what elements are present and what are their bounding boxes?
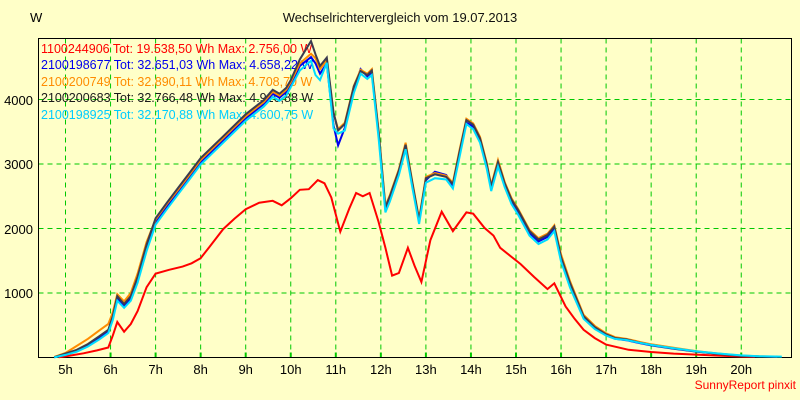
series-line-2100198925	[53, 59, 782, 359]
x-tick-label-20h: 20h	[730, 362, 753, 377]
x-tick-label-6h: 6h	[103, 362, 118, 377]
y-tick-label-4000: 4000	[4, 92, 33, 108]
y-tick-label-3000: 3000	[4, 157, 33, 172]
legend-row-2100198677: 2100198677 Tot: 32.651,03 Wh Max: 4.658,…	[41, 58, 314, 73]
legend-row-1100244906: 1100244906 Tot: 19.538,50 Wh Max: 2.756,…	[41, 42, 313, 56]
x-tick-label-13h: 13h	[415, 362, 437, 377]
watermark-sunnyreport: SunnyReport pinxit	[694, 378, 796, 392]
chart-title: Wechselrichtervergleich vom 19.07.2013	[282, 10, 518, 25]
x-tick-label-19h: 19h	[685, 362, 708, 377]
y-tick-label-1000: 1000	[4, 286, 33, 301]
legend-row-2100200749: 2100200749 Tot: 32.890,11 Wh Max: 4.708,…	[41, 74, 313, 89]
legend: 1100244906 Tot: 19.538,50 Wh Max: 2.756,…	[41, 41, 313, 123]
x-tick-label-7h: 7h	[148, 362, 163, 377]
x-tick-label-15h: 15h	[505, 362, 527, 377]
x-tick-label-9h: 9h	[238, 362, 253, 377]
x-tick-label-18h: 18h	[640, 362, 662, 377]
x-tick-label-14h: 14h	[460, 362, 482, 377]
legend-row-2100198925: 2100198925 Tot: 32.170,88 Wh Max: 4.600,…	[41, 107, 314, 122]
series-line-2100200683	[53, 38, 778, 359]
x-tick-label-12h: 12h	[369, 362, 392, 377]
x-tick-label-8h: 8h	[193, 362, 208, 377]
x-tick-label-10h: 10h	[279, 362, 302, 377]
y-axis-unit-label: W	[30, 10, 43, 25]
x-tick-label-16h: 16h	[550, 362, 572, 377]
x-tick-label-11h: 11h	[325, 362, 347, 377]
plot-border	[38, 38, 792, 358]
series-line-1100244906	[58, 178, 755, 359]
x-tick-label-5h: 5h	[58, 362, 73, 377]
y-tick-label-2000: 2000	[4, 221, 33, 237]
x-tick-label-17h: 17h	[595, 362, 617, 377]
